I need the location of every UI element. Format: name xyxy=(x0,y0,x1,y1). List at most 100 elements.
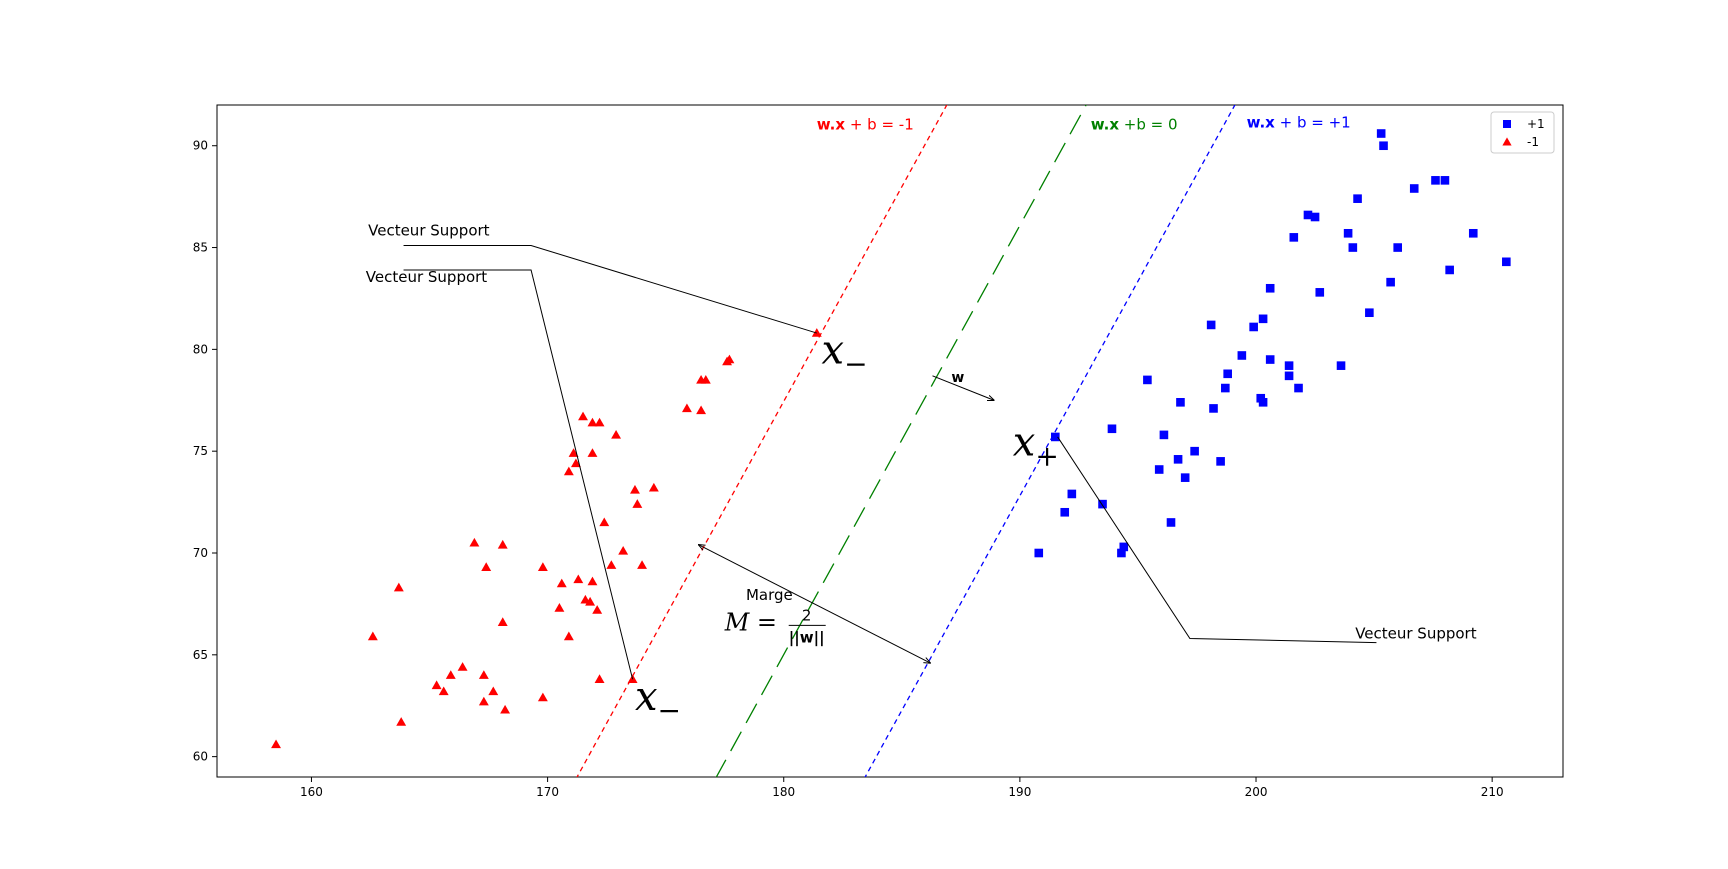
math-subscript: − xyxy=(844,348,867,381)
x-tick-label: 160 xyxy=(300,785,323,799)
triangle-point xyxy=(578,411,588,421)
line-label-bold: w.x xyxy=(1091,115,1120,133)
margin-formula-denominator: ||w|| xyxy=(789,628,825,647)
margin-word: Marge xyxy=(746,586,793,604)
triangle-point xyxy=(700,374,711,384)
series-negative xyxy=(271,328,822,749)
triangle-point xyxy=(563,631,574,641)
square-point xyxy=(1098,499,1107,509)
square-point xyxy=(1343,228,1353,238)
square-point xyxy=(1190,446,1199,456)
square-point xyxy=(1173,455,1183,464)
square-point xyxy=(1119,542,1129,552)
margin-formula-numerator: 2 xyxy=(802,606,812,624)
x-tick-label: 200 xyxy=(1245,785,1268,799)
square-point xyxy=(1294,383,1303,393)
y-tick-label: 85 xyxy=(193,241,208,255)
triangle-point xyxy=(724,354,735,364)
square-point xyxy=(1431,176,1440,185)
line-label: w.x +b = 0 xyxy=(1091,115,1178,133)
line-label: w.x + b = +1 xyxy=(1247,113,1351,131)
triangle-point xyxy=(396,717,407,726)
positive-margin-line xyxy=(864,105,1236,777)
y-tick-label: 70 xyxy=(193,546,208,560)
square-point xyxy=(1249,322,1258,332)
triangle-point xyxy=(554,603,565,612)
square-point xyxy=(1034,548,1044,558)
square-point xyxy=(1223,369,1232,379)
triangle-point xyxy=(570,458,581,468)
square-point xyxy=(1159,430,1169,440)
support-vector-pointer xyxy=(403,245,817,334)
legend-marker xyxy=(1502,137,1512,146)
square-point xyxy=(1216,457,1225,466)
math-base: x xyxy=(635,674,658,720)
square-point xyxy=(1258,398,1268,407)
triangle-point xyxy=(811,328,822,337)
square-point xyxy=(1176,398,1185,407)
line-label-bold: w.x xyxy=(817,115,846,133)
triangle-point xyxy=(592,605,603,614)
triangle-point xyxy=(587,417,598,427)
w-vector-arrow xyxy=(932,375,994,400)
triangle-point xyxy=(681,403,692,413)
square-point xyxy=(1237,351,1247,360)
x-minus-upper-label: x− xyxy=(822,328,868,381)
plot-area xyxy=(271,105,1511,777)
x-tick-label: 180 xyxy=(772,785,795,799)
square-point xyxy=(1154,465,1164,474)
triangle-point xyxy=(431,680,442,690)
triangle-point xyxy=(481,562,492,571)
x-minus-lower-label: x− xyxy=(635,674,681,727)
square-point xyxy=(1353,194,1362,203)
triangle-point xyxy=(599,517,610,527)
square-point xyxy=(1365,308,1374,318)
square-point xyxy=(1284,371,1294,381)
triangle-point xyxy=(573,574,584,584)
legend-label: -1 xyxy=(1527,135,1539,149)
triangle-point xyxy=(587,576,598,586)
x-tick-label: 170 xyxy=(536,785,559,799)
square-point xyxy=(1303,210,1313,220)
triangle-point xyxy=(585,596,596,606)
line-label-text: +b = 0 xyxy=(1119,115,1178,133)
triangle-point xyxy=(457,662,468,671)
support-vector-label: Vecteur Support xyxy=(1355,625,1477,643)
series-positive xyxy=(1034,129,1511,558)
triangle-point xyxy=(568,448,579,457)
square-point xyxy=(1315,288,1325,297)
square-point xyxy=(1265,283,1275,293)
square-point xyxy=(1502,257,1511,267)
square-point xyxy=(1376,129,1386,138)
decision-boundary-line xyxy=(715,105,1087,777)
triangle-point xyxy=(594,417,605,427)
square-point xyxy=(1067,489,1077,499)
triangle-point xyxy=(488,686,499,696)
legend-marker xyxy=(1503,120,1511,128)
w-vector-label: w xyxy=(951,370,964,386)
triangle-point xyxy=(594,674,605,683)
triangle-point xyxy=(537,562,548,571)
square-point xyxy=(1265,355,1275,364)
triangle-point xyxy=(478,696,489,706)
square-point xyxy=(1117,548,1126,558)
support-vector-pointer xyxy=(403,269,634,680)
y-tick-label: 65 xyxy=(193,648,208,662)
square-point xyxy=(1284,361,1294,370)
margin-arrow xyxy=(699,545,930,663)
y-tick-label: 90 xyxy=(193,139,208,153)
y-tick-label: 75 xyxy=(193,444,208,458)
y-tick-label: 80 xyxy=(193,342,208,356)
square-point xyxy=(1409,184,1419,193)
square-point xyxy=(1393,243,1403,252)
triangle-point xyxy=(500,704,511,714)
square-point xyxy=(1206,320,1216,330)
triangle-point xyxy=(497,539,508,549)
square-point xyxy=(1440,176,1450,185)
triangle-point xyxy=(537,692,548,702)
support-vector-label: Vecteur Support xyxy=(368,221,490,239)
square-point xyxy=(1221,383,1230,393)
triangle-point xyxy=(393,582,404,592)
annotations: w.x + b = -1 w.x +b = 0 w.x + b = +1Vecteu… xyxy=(366,113,1477,726)
x-tick-label: 190 xyxy=(1008,785,1031,799)
